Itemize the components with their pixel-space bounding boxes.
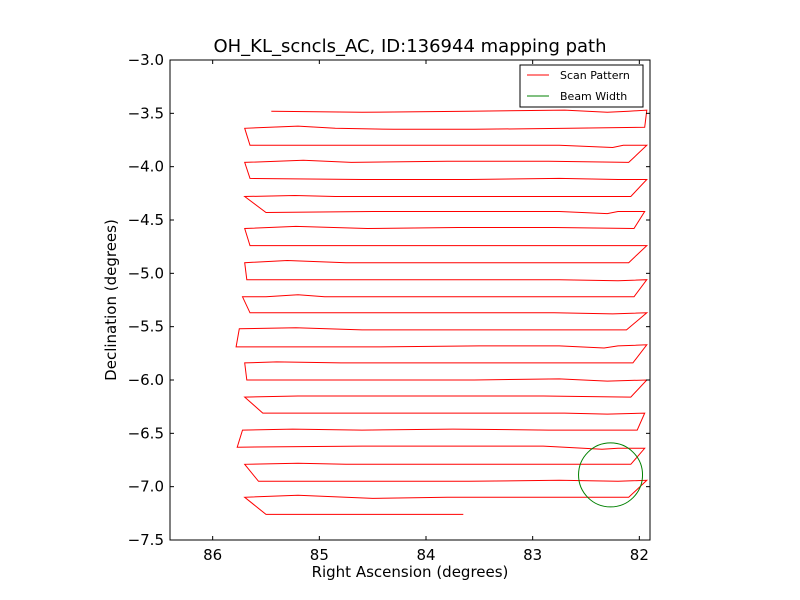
y-axis: −3.0 −3.5 −4.0 −4.5 −5.0 −5.5 −6.0 −6.5 −7.0 −7.5 xyxy=(128,51,650,549)
y-axis-label: Declination (degrees) xyxy=(102,219,120,381)
y-tick-label: −7.0 xyxy=(128,478,164,496)
x-tick-label: 82 xyxy=(630,546,649,564)
legend-frame xyxy=(519,64,644,108)
x-tick-label: 84 xyxy=(416,546,435,564)
y-tick-label: −6.5 xyxy=(128,424,164,442)
y-tick-label: −5.0 xyxy=(128,264,164,282)
y-tick-label: −5.5 xyxy=(128,318,164,336)
x-tick-label: 85 xyxy=(310,546,329,564)
y-tick-label: −4.0 xyxy=(128,158,164,176)
plot-title: OH_KL_scncls_AC, ID:136944 mapping path xyxy=(213,36,606,57)
scan-pattern-line xyxy=(235,109,649,515)
x-tick-label: 83 xyxy=(523,546,542,564)
plot-area xyxy=(170,60,650,540)
series-layer xyxy=(235,109,649,515)
x-tick-label: 86 xyxy=(203,546,222,564)
legend-label-scan-pattern: Scan Pattern xyxy=(560,69,630,82)
y-tick-label: −3.0 xyxy=(128,51,164,69)
y-tick-label: −3.5 xyxy=(128,104,164,122)
plot-frame xyxy=(169,59,651,541)
x-axis-label: Right Ascension (degrees) xyxy=(312,563,509,581)
y-tick-label: −6.0 xyxy=(128,371,164,389)
y-tick-label: −7.5 xyxy=(128,531,164,549)
y-tick-label: −4.5 xyxy=(128,211,164,229)
legend-label-beam-width: Beam Width xyxy=(560,90,627,103)
x-axis: 86 85 84 83 82 xyxy=(203,60,649,564)
legend: Scan Pattern Beam Width xyxy=(519,64,644,108)
beam-width-circle xyxy=(578,442,644,508)
